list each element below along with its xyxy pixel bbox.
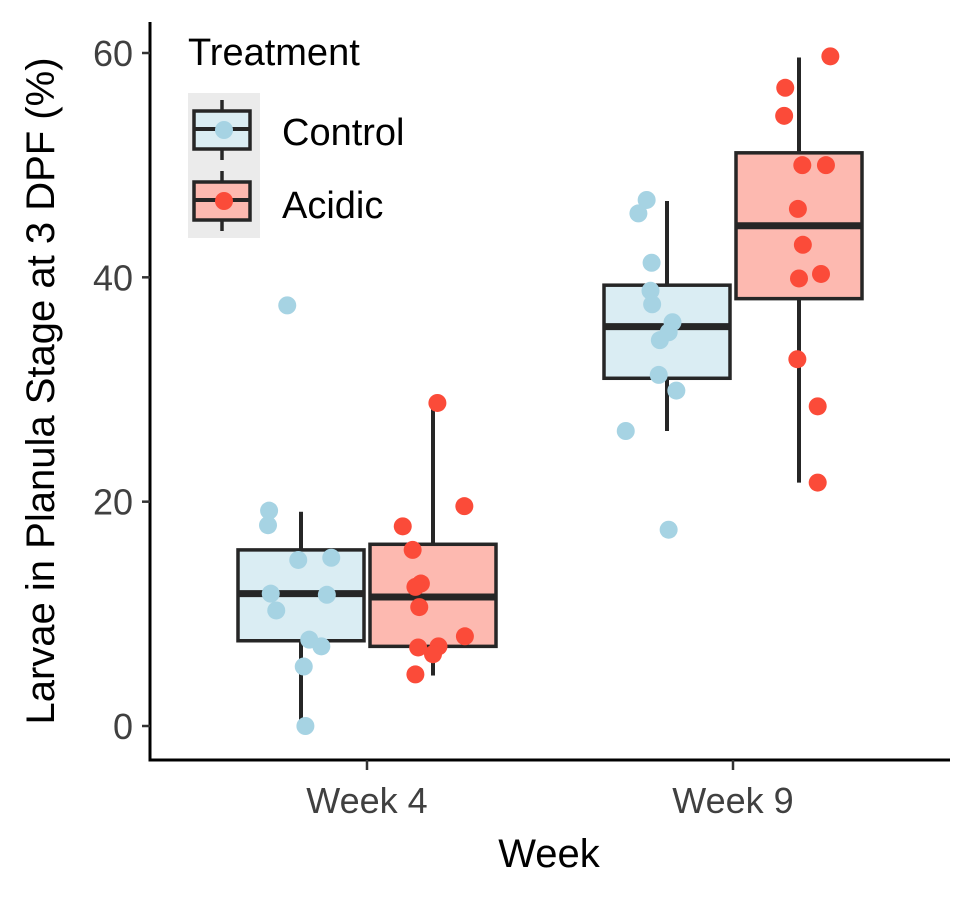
data-point-acidic [393, 517, 412, 536]
legend-keys [192, 100, 252, 231]
legend-label-acidic: Acidic [282, 185, 383, 227]
data-point-acidic [808, 473, 827, 492]
legend-label-control: Control [282, 112, 405, 154]
data-point-control [649, 365, 668, 384]
data-point-acidic [793, 235, 812, 254]
legend-key-point [215, 192, 233, 210]
x-tick-label: Week 4 [306, 780, 427, 821]
chart-marks [236, 47, 864, 735]
legend: Treatment Control Acidic [188, 32, 405, 238]
data-point-control [616, 422, 635, 441]
legend-key-control [192, 100, 252, 160]
data-point-control [312, 637, 331, 656]
x-tick-label: Week 9 [672, 780, 793, 821]
data-point-control [260, 501, 279, 520]
data-point-acidic [788, 350, 807, 369]
y-tick-label: 40 [93, 257, 133, 298]
data-point-control [259, 516, 277, 535]
box-control-week-4 [236, 511, 366, 725]
data-point-acidic [808, 397, 827, 416]
data-point-acidic [403, 540, 422, 559]
data-point-acidic [406, 577, 425, 596]
box-acidic-week-4 [368, 401, 498, 676]
y-tick-label: 20 [93, 482, 133, 523]
data-point-control [289, 550, 308, 569]
data-point-control [296, 717, 315, 735]
data-point-control [267, 601, 286, 620]
data-point-control [317, 585, 336, 604]
data-point-control [278, 296, 297, 315]
data-point-acidic [424, 645, 442, 664]
data-point-acidic [406, 665, 425, 684]
x-axis-title: Week [498, 832, 601, 876]
data-point-acidic [812, 264, 830, 283]
y-axis-title: Larvae in Planula Stage at 3 DPF (%) [19, 57, 63, 724]
data-point-control [637, 190, 656, 209]
data-point-acidic [790, 269, 808, 288]
data-point-control [659, 520, 678, 539]
data-point-control [629, 204, 648, 223]
data-point-control [642, 253, 661, 272]
data-point-acidic [793, 156, 812, 175]
data-point-control [322, 548, 341, 567]
data-point-control [667, 381, 686, 400]
legend-key-point [215, 121, 233, 139]
data-point-control [643, 295, 662, 314]
data-point-control [641, 281, 660, 300]
y-tick-label: 0 [113, 706, 133, 747]
x-axis-ticks: Week 4 Week 9 [306, 760, 794, 821]
legend-key-acidic [192, 171, 252, 231]
data-point-acidic [455, 627, 474, 646]
y-axis-ticks: 0 20 40 60 [93, 33, 150, 747]
data-point-acidic [775, 106, 794, 125]
y-tick-label: 60 [93, 33, 133, 74]
data-point-acidic [816, 156, 835, 175]
data-point-acidic [455, 497, 474, 516]
data-point-control [294, 657, 313, 676]
data-point-acidic [410, 598, 429, 617]
data-point-acidic [428, 393, 447, 412]
data-point-acidic [776, 78, 795, 97]
data-point-acidic [788, 199, 807, 218]
data-point-acidic [409, 638, 428, 657]
data-point-acidic [821, 47, 840, 66]
data-point-control [261, 584, 280, 603]
data-point-control [650, 331, 669, 350]
legend-title: Treatment [188, 32, 360, 74]
box-acidic-week-9 [734, 57, 864, 483]
